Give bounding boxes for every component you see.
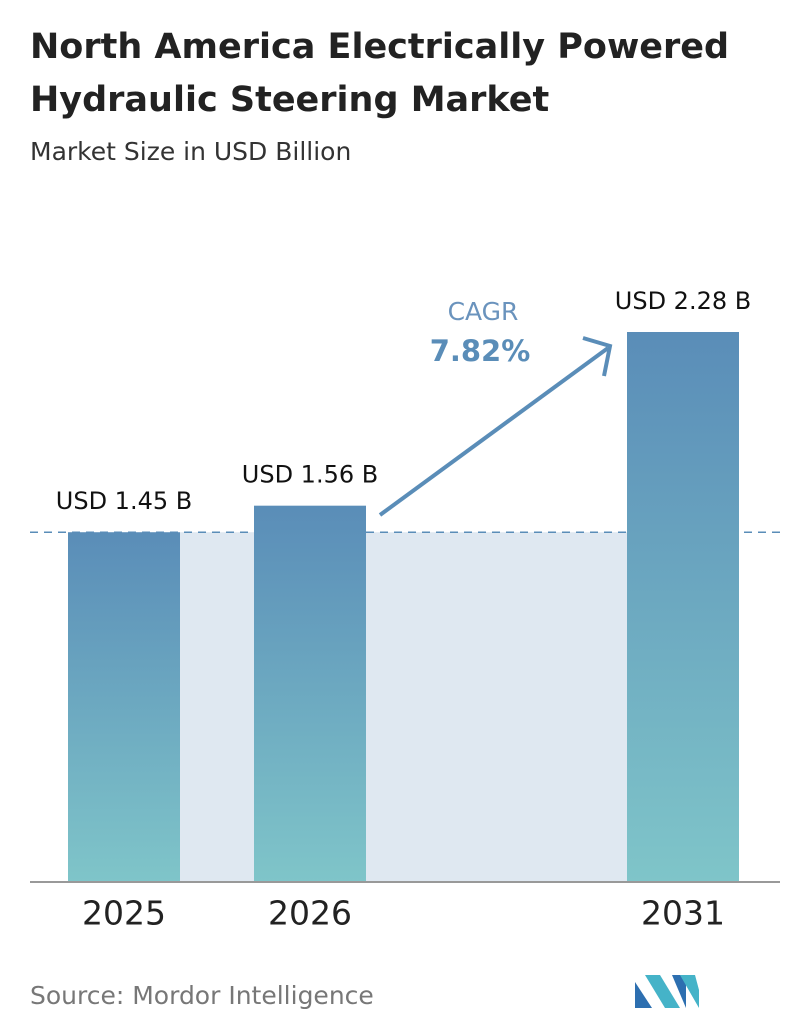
cagr-label: CAGR	[448, 297, 519, 326]
cagr-arrowhead	[582, 336, 613, 377]
value-label: USD 1.56 B	[242, 461, 378, 489]
bar	[68, 532, 180, 882]
chart-subtitle: Market Size in USD Billion	[30, 137, 351, 166]
bar	[627, 332, 739, 882]
x-tick-label: 2031	[641, 894, 725, 933]
x-tick-label: 2026	[268, 894, 352, 933]
reference-area	[180, 532, 627, 882]
plot: USD 1.45 B 2025 USD 1.56 B 2026 USD 2.28 B 20…	[30, 287, 780, 933]
chart-title: North America Electrically Powered	[30, 27, 729, 67]
source: Source: Mordor Intelligence	[30, 981, 374, 1010]
cagr-value: 7.82%	[430, 334, 531, 368]
value-label: USD 1.45 B	[56, 487, 192, 515]
chart-title: Hydraulic Steering Market	[30, 80, 549, 120]
logo	[635, 975, 699, 1008]
value-label: USD 2.28 B	[615, 287, 751, 315]
x-tick-label: 2025	[82, 894, 166, 933]
bar	[254, 505, 366, 882]
cagr-arrow	[378, 346, 610, 517]
